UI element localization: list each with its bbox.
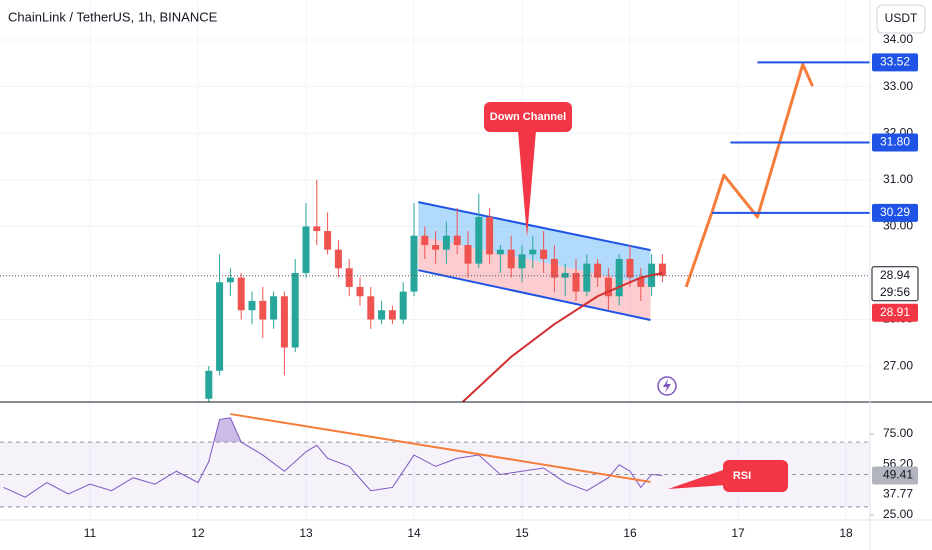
- last-price-box: [871, 266, 919, 302]
- moving-average: [461, 271, 663, 402]
- y-tick-label: 33.00: [883, 79, 913, 93]
- countdown-label: 29:56: [880, 285, 910, 299]
- candle-body: [313, 226, 321, 232]
- candle-body: [561, 272, 569, 278]
- projection-path: [684, 62, 814, 288]
- candle-body: [637, 277, 645, 287]
- currency-button[interactable]: [876, 4, 926, 34]
- price-pane: [0, 61, 870, 402]
- rsi-line: [3, 417, 663, 498]
- candle-body: [378, 310, 386, 320]
- candle-body: [453, 235, 461, 246]
- candle-body: [399, 291, 407, 320]
- rsi-tick-label: 75.00: [883, 426, 913, 440]
- channel-lower-line: [418, 269, 651, 321]
- callout-text: Down Channel: [490, 111, 566, 123]
- y-tick-label: 27.00: [883, 358, 913, 372]
- y-tick-label: 30.00: [883, 219, 913, 233]
- y-tick-label: 31.00: [883, 172, 913, 186]
- callout-text: RSI: [733, 470, 751, 482]
- x-tick-label: 12: [191, 526, 205, 540]
- candle-body: [572, 272, 580, 292]
- callout-box: [723, 460, 788, 492]
- candle-body: [421, 235, 429, 246]
- candle-body: [529, 249, 537, 255]
- x-tick-label: 16: [623, 526, 637, 540]
- rsi-trendline: [230, 413, 651, 483]
- candle-body: [291, 272, 299, 348]
- rsi-marker-label: 49.41: [883, 468, 913, 482]
- alert-bolt: [663, 379, 671, 393]
- candle-body: [237, 277, 245, 311]
- candle-body: [259, 300, 267, 320]
- candle-body: [410, 235, 418, 292]
- target-price-label: 33.52: [880, 55, 910, 69]
- candle-body: [464, 245, 472, 264]
- x-tick-label: 14: [407, 526, 421, 540]
- callout-pointer: [668, 469, 726, 489]
- candle-body: [615, 258, 623, 297]
- candle-body: [486, 217, 494, 255]
- candle-body: [216, 282, 224, 371]
- x-tick-label: 13: [299, 526, 313, 540]
- x-tick-label: 17: [731, 526, 745, 540]
- candle-body: [324, 231, 332, 250]
- candle-body: [226, 277, 234, 283]
- candle-body: [388, 310, 396, 320]
- candle-body: [280, 296, 288, 348]
- callout-box: [484, 102, 572, 132]
- candle-body: [507, 249, 515, 269]
- target-price-label: 31.80: [880, 135, 910, 149]
- rsi-value-box: [872, 466, 918, 485]
- chart-title: ChainLink / TetherUS, 1h, BINANCE: [8, 9, 218, 24]
- candle-body: [496, 249, 504, 255]
- candle-body: [604, 277, 612, 297]
- target-price-box: [872, 133, 918, 152]
- candle-body: [594, 263, 602, 278]
- target-price-box: [872, 53, 918, 72]
- x-tick-label: 15: [515, 526, 529, 540]
- y-tick-label: 34.00: [883, 32, 913, 46]
- candle-body: [205, 370, 213, 399]
- last-price-label: 28.94: [880, 268, 910, 282]
- candle-body: [442, 235, 450, 250]
- x-tick-label: 18: [839, 526, 853, 540]
- bid-price-label: 28.91: [880, 305, 910, 319]
- axes: 111213141516171827.0028.0029.0030.0031.0…: [84, 32, 919, 540]
- candle-body: [367, 296, 375, 320]
- candle-body: [270, 296, 278, 320]
- candle-body: [583, 263, 591, 292]
- target-price-label: 30.29: [880, 205, 910, 219]
- candle-body: [518, 254, 526, 269]
- candle-body: [550, 258, 558, 278]
- currency-label[interactable]: USDT: [885, 11, 918, 25]
- candle-body: [475, 217, 483, 264]
- rsi-overbought-fill: [213, 417, 242, 443]
- rsi-tick-label: 25.00: [883, 507, 913, 521]
- overlays: USDT ChainLink / TetherUS, 1h, BINANCE D…: [8, 4, 926, 492]
- callout-pointer: [518, 131, 536, 237]
- bid-price-box: [872, 303, 918, 322]
- candle-body: [302, 226, 310, 273]
- rsi-marker-label: 37.77: [883, 486, 913, 500]
- candle-body: [540, 249, 548, 259]
- x-tick-label: 11: [84, 526, 97, 540]
- candle-body: [334, 249, 342, 269]
- target-price-box: [872, 203, 918, 222]
- candle-body: [345, 268, 353, 287]
- candle-body: [626, 258, 634, 278]
- candle-body: [248, 300, 256, 311]
- candle-body: [432, 245, 440, 250]
- candle-body: [658, 263, 666, 276]
- candle-body: [356, 286, 364, 297]
